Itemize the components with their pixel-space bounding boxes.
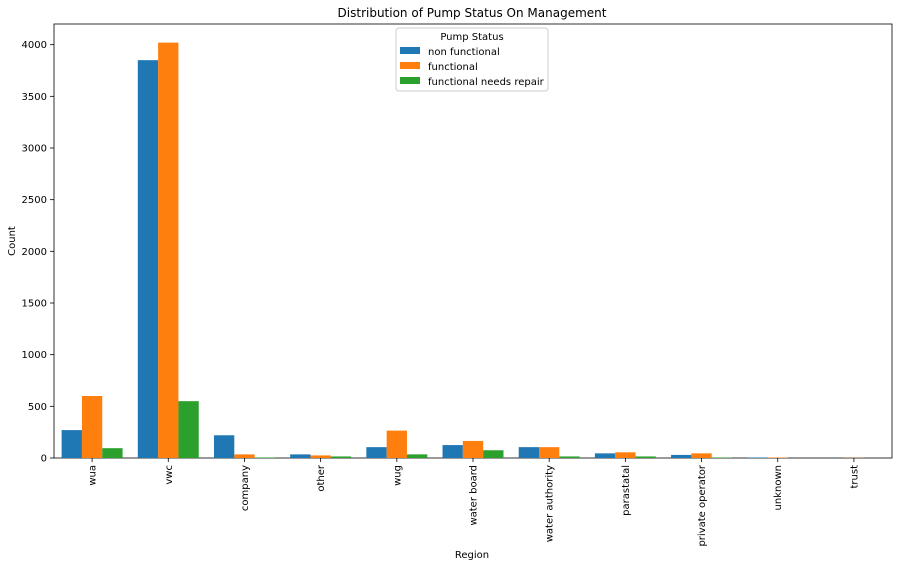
x-tick-label: private operator <box>697 464 708 546</box>
y-axis: 0 500 1000 1500 2000 2500 3000 3500 4000 <box>22 40 54 465</box>
y-tick-label: 3000 <box>22 144 47 155</box>
legend-label-non-functional: non functional <box>428 47 500 58</box>
chart-title: Distribution of Pump Status On Managemen… <box>338 6 607 20</box>
bar-functional-private-operator <box>691 453 712 458</box>
bar-non-functional-water-authority <box>518 447 540 458</box>
bar-non-functional-vwc <box>137 60 159 459</box>
y-tick-label: 0 <box>41 454 47 465</box>
legend-label-functional-needs-repair: functional needs repair <box>428 77 545 88</box>
legend-swatch-functional-needs-repair <box>400 77 420 84</box>
bar-functional-needs-repair-company <box>254 457 275 458</box>
bar-functional-water-authority <box>539 447 560 458</box>
bar-functional-company <box>234 454 255 458</box>
legend-box <box>395 27 549 92</box>
y-tick-label: 500 <box>28 402 47 413</box>
x-tick-label: water authority <box>545 465 556 542</box>
plot-area <box>53 23 893 459</box>
bar-functional-parastatal <box>615 452 636 458</box>
bar-non-functional-private-operator <box>671 454 692 458</box>
x-tick-label: company <box>240 465 251 511</box>
bar-non-functional-wua <box>61 430 82 458</box>
y-tick-label: 2500 <box>22 195 47 206</box>
bar-non-functional-parastatal <box>594 453 616 458</box>
bar-functional-wug <box>386 430 407 458</box>
legend-swatch-non-functional <box>400 47 420 54</box>
y-tick-label: 4000 <box>22 40 47 51</box>
x-axis-title: Region <box>455 550 489 561</box>
x-tick-label: vwc <box>164 465 175 485</box>
bar-non-functional-unknown <box>747 457 768 458</box>
legend-swatch-functional <box>400 62 420 69</box>
bar-functional-needs-repair-private-operator <box>711 457 733 458</box>
bar-functional-unknown <box>767 457 788 458</box>
y-tick-label: 2000 <box>22 247 47 258</box>
bar-functional-needs-repair-vwc <box>178 401 199 458</box>
x-tick-label: unknown <box>773 465 784 510</box>
y-tick-label: 1500 <box>22 299 47 310</box>
x-tick-label: other <box>316 464 327 492</box>
x-tick-label: wua <box>88 465 99 486</box>
x-tick-label: wug <box>392 465 403 486</box>
y-tick-label: 1000 <box>22 350 47 361</box>
bar-non-functional-water-board <box>442 445 463 458</box>
legend-label-functional: functional <box>428 62 478 73</box>
bar-functional-needs-repair-parastatal <box>635 456 656 458</box>
bars <box>61 42 865 459</box>
bar-non-functional-wug <box>366 447 387 458</box>
bar-functional-needs-repair-wua <box>102 448 123 458</box>
bar-functional-wua <box>81 396 103 458</box>
x-tick-label: water board <box>469 465 480 526</box>
bar-functional-vwc <box>158 42 179 458</box>
y-axis-title: Count <box>7 226 18 256</box>
bar-non-functional-company <box>213 435 235 458</box>
bar-functional-needs-repair-water-board <box>483 450 504 458</box>
bar-functional-needs-repair-other <box>330 456 352 458</box>
y-tick-label: 3500 <box>22 92 47 103</box>
bar-functional-needs-repair-water-authority <box>559 456 580 458</box>
bar-functional-water-board <box>462 440 484 458</box>
legend-title: Pump Status <box>440 32 503 43</box>
legend: Pump Status non functional functional fu… <box>395 27 549 92</box>
x-axis: wua vwc company other wug water board water au… <box>88 458 860 547</box>
bar-non-functional-other <box>290 454 311 458</box>
x-tick-label: parastatal <box>621 465 632 516</box>
bar-functional-needs-repair-wug <box>406 454 428 458</box>
bar-functional-other <box>310 455 331 458</box>
x-tick-label: trust <box>849 465 860 489</box>
